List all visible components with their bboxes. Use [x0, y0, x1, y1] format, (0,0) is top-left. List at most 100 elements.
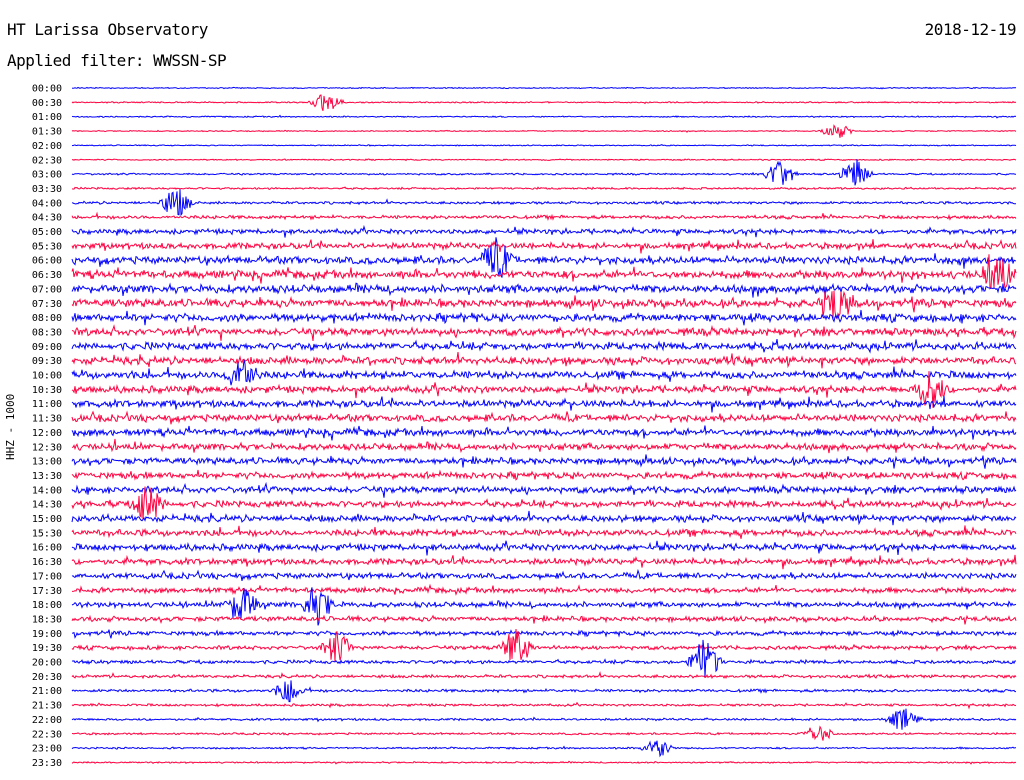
- time-label: 13:00: [32, 457, 62, 468]
- time-label: 15:00: [32, 514, 62, 525]
- time-label: 07:00: [32, 284, 62, 295]
- trace-row: [72, 629, 1017, 639]
- trace-row: [71, 159, 1016, 186]
- time-label: 05:00: [32, 227, 62, 238]
- time-label: 12:30: [32, 442, 62, 453]
- trace-row: [71, 481, 1017, 498]
- trace-row: [71, 94, 1017, 111]
- time-label: 02:30: [32, 155, 62, 166]
- time-label: 00:30: [32, 98, 62, 109]
- time-label: 10:30: [32, 385, 62, 396]
- trace-row: [71, 725, 1017, 741]
- time-label: 17:30: [32, 586, 62, 597]
- time-label: 06:30: [32, 270, 62, 281]
- trace-group: [71, 86, 1017, 765]
- trace-row: [71, 144, 1017, 147]
- trace-row: [71, 324, 1017, 341]
- trace-row: [71, 359, 1017, 386]
- trace-row: [71, 525, 1017, 539]
- time-label: 19:00: [32, 629, 62, 640]
- trace-row: [71, 309, 1017, 326]
- time-label: 02:00: [32, 141, 62, 152]
- time-label-group: 00:00 00:30 01:00 01:30 02:00 02:30 03:00 03:30…: [32, 84, 62, 769]
- trace-row: [71, 639, 1017, 678]
- time-label: 03:30: [32, 184, 62, 195]
- trace-row: [71, 614, 1017, 625]
- trace-row: [71, 568, 1017, 582]
- trace-row: [71, 410, 1017, 425]
- trace-row: [71, 680, 1016, 703]
- trace-row: [71, 454, 1017, 469]
- time-label: 00:00: [32, 84, 62, 95]
- time-label: 16:00: [32, 543, 62, 554]
- time-label: 01:00: [32, 112, 62, 123]
- time-label: 18:30: [32, 614, 62, 625]
- time-label: 21:00: [32, 686, 62, 697]
- trace-row: [71, 186, 1017, 191]
- time-label: 13:30: [32, 471, 62, 482]
- time-label: 11:00: [32, 399, 62, 410]
- trace-row: [71, 760, 1017, 765]
- time-label: 22:00: [32, 715, 62, 726]
- time-label: 11:30: [32, 414, 62, 425]
- trace-row: [71, 124, 1017, 138]
- trace-row: [71, 540, 1017, 556]
- date-label: 2018-12-19: [924, 20, 1017, 39]
- trace-row: [71, 189, 1016, 217]
- trace-row: [71, 86, 1017, 90]
- filter-label: Applied filter: WWSSN-SP: [7, 51, 227, 70]
- trace-row: [71, 628, 1017, 663]
- trace-row: [71, 239, 1017, 254]
- time-label: 20:30: [32, 672, 62, 683]
- trace-row: [72, 583, 1017, 596]
- trace-row: [71, 486, 1017, 521]
- time-label: 03:00: [32, 170, 62, 181]
- trace-row: [71, 701, 1017, 710]
- time-label: 10:00: [32, 371, 62, 382]
- trace-row: [71, 158, 1017, 162]
- time-label: 23:30: [32, 758, 62, 769]
- time-label: 17:00: [32, 571, 62, 582]
- time-label: 09:30: [32, 356, 62, 367]
- time-label: 06:00: [32, 256, 62, 267]
- trace-row: [71, 114, 1017, 119]
- time-label: 05:30: [32, 241, 62, 252]
- trace-row: [71, 290, 1017, 320]
- trace-row: [71, 211, 1017, 221]
- time-label: 14:00: [32, 485, 62, 496]
- time-label: 18:00: [32, 600, 62, 611]
- trace-row: [71, 587, 1017, 626]
- time-label: 21:30: [32, 701, 62, 712]
- trace-row: [71, 339, 1017, 354]
- time-label: 23:00: [32, 744, 62, 755]
- trace-row: [71, 282, 1017, 298]
- time-label: 04:00: [32, 198, 62, 209]
- time-label: 08:00: [32, 313, 62, 324]
- time-label: 15:30: [32, 528, 62, 539]
- time-label: 20:00: [32, 658, 62, 669]
- time-label: 04:30: [32, 213, 62, 224]
- time-label: 16:30: [32, 557, 62, 568]
- trace-row: [71, 740, 1016, 758]
- time-label: 09:00: [32, 342, 62, 353]
- time-label: 12:00: [32, 428, 62, 439]
- trace-row: [71, 510, 1017, 526]
- time-label: 14:30: [32, 500, 62, 511]
- trace-row: [71, 554, 1017, 570]
- trace-row: [71, 438, 1017, 454]
- station-title: HT Larissa Observatory: [7, 20, 208, 39]
- time-label: 08:30: [32, 327, 62, 338]
- trace-row: [71, 425, 1017, 441]
- time-label: 01:30: [32, 127, 62, 138]
- trace-row: [71, 469, 1017, 481]
- trace-row: [71, 254, 1017, 290]
- time-label: 19:30: [32, 643, 62, 654]
- time-label: 22:30: [32, 729, 62, 740]
- trace-row: [71, 396, 1017, 413]
- trace-row: [71, 237, 1017, 278]
- trace-row: [71, 670, 1017, 680]
- trace-row: [71, 224, 1017, 238]
- time-label: 07:30: [32, 299, 62, 310]
- trace-row: [71, 371, 1017, 408]
